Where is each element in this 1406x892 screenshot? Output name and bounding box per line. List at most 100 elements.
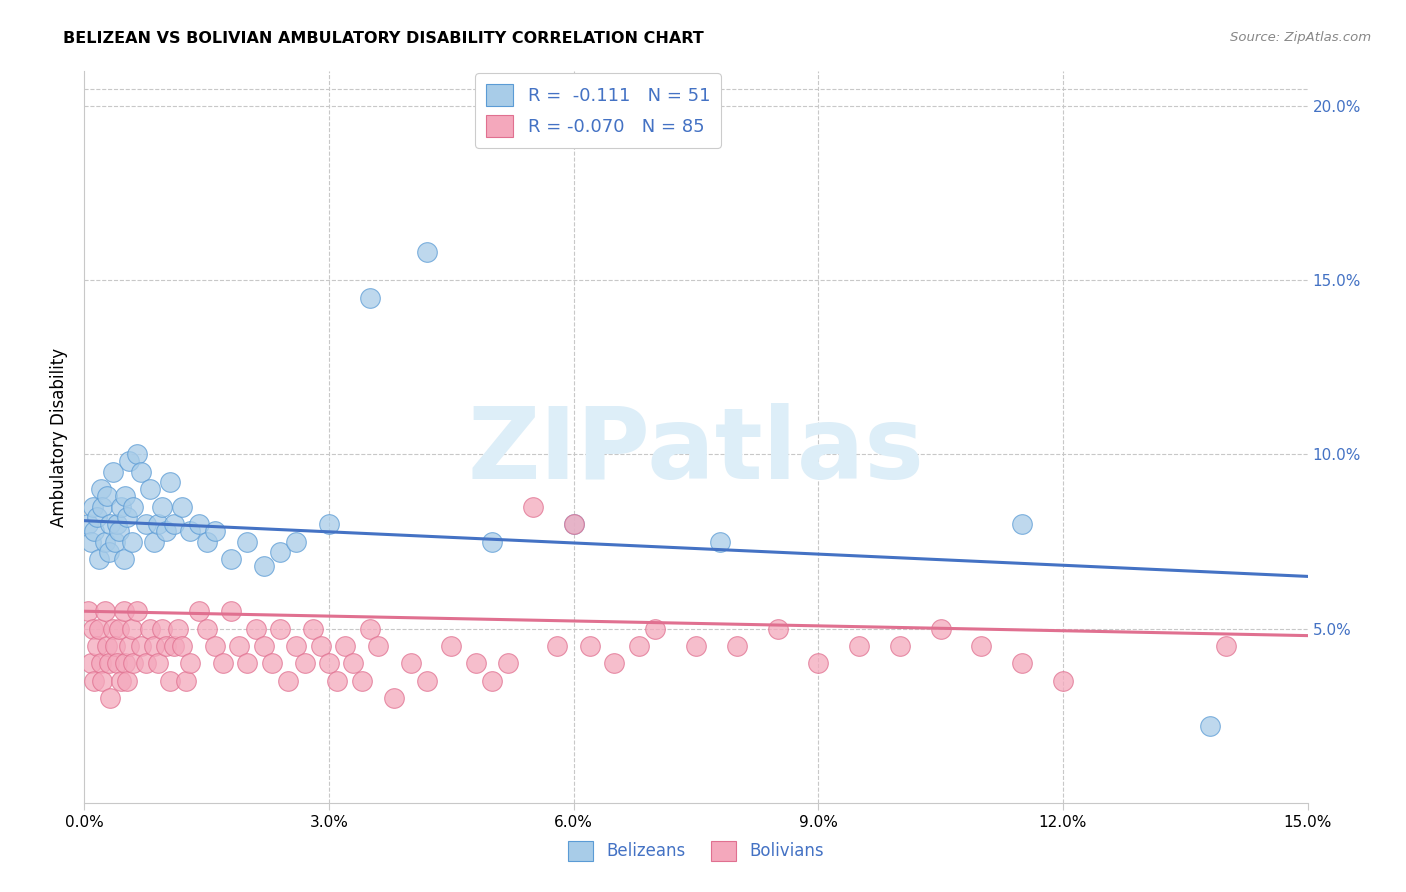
Point <box>107 622 129 636</box>
Point <box>335 639 357 653</box>
Point <box>82 500 104 514</box>
Point <box>481 534 503 549</box>
Point <box>83 524 105 538</box>
Point <box>350 673 373 688</box>
Point <box>83 673 105 688</box>
Point <box>121 534 143 549</box>
Point <box>159 475 181 490</box>
Point <box>1011 517 1033 532</box>
Point <box>155 639 177 653</box>
Point <box>399 657 422 671</box>
Point <box>114 489 136 503</box>
Point <box>104 534 127 549</box>
Legend: Belizeans, Bolivians: Belizeans, Bolivians <box>561 834 831 868</box>
Point <box>146 657 169 671</box>
Point <box>546 639 568 653</box>
Point <box>163 517 186 532</box>
Point <box>342 657 364 671</box>
Point <box>644 622 666 636</box>
Point <box>131 465 153 479</box>
Point <box>685 639 707 653</box>
Point <box>481 673 503 688</box>
Point <box>848 639 870 653</box>
Point <box>228 639 250 653</box>
Point <box>172 500 194 514</box>
Point <box>104 639 127 653</box>
Point <box>253 558 276 573</box>
Point <box>110 500 132 514</box>
Point <box>294 657 316 671</box>
Point <box>253 639 276 653</box>
Point <box>318 517 340 532</box>
Point <box>277 673 299 688</box>
Point <box>627 639 650 653</box>
Point <box>318 657 340 671</box>
Point <box>155 524 177 538</box>
Point <box>204 639 226 653</box>
Y-axis label: Ambulatory Disability: Ambulatory Disability <box>51 348 69 526</box>
Point <box>82 622 104 636</box>
Point <box>135 657 157 671</box>
Point <box>187 517 209 532</box>
Point <box>138 622 160 636</box>
Point <box>97 545 120 559</box>
Point <box>179 657 201 671</box>
Point <box>127 604 149 618</box>
Point <box>80 534 103 549</box>
Point <box>269 622 291 636</box>
Point <box>107 524 129 538</box>
Point <box>440 639 463 653</box>
Point <box>167 622 190 636</box>
Point <box>142 639 165 653</box>
Point <box>285 639 308 653</box>
Point <box>579 639 602 653</box>
Point <box>359 622 381 636</box>
Point <box>96 639 118 653</box>
Point <box>90 483 112 497</box>
Point <box>77 517 100 532</box>
Point <box>603 657 626 671</box>
Point <box>142 534 165 549</box>
Point <box>121 622 143 636</box>
Point <box>87 622 110 636</box>
Point <box>172 639 194 653</box>
Point <box>236 657 259 671</box>
Point <box>195 622 218 636</box>
Point <box>236 534 259 549</box>
Point <box>87 552 110 566</box>
Point <box>1198 719 1220 733</box>
Point <box>416 245 439 260</box>
Point <box>122 657 145 671</box>
Point <box>187 604 209 618</box>
Point <box>562 517 585 532</box>
Point <box>725 639 748 653</box>
Point <box>100 691 122 706</box>
Point <box>118 454 141 468</box>
Point <box>101 622 124 636</box>
Point <box>86 639 108 653</box>
Point <box>163 639 186 653</box>
Point <box>285 534 308 549</box>
Point <box>91 500 114 514</box>
Point <box>301 622 323 636</box>
Point <box>212 657 235 671</box>
Point <box>118 639 141 653</box>
Point <box>105 657 128 671</box>
Point <box>522 500 544 514</box>
Point <box>970 639 993 653</box>
Point <box>219 552 242 566</box>
Point <box>309 639 332 653</box>
Point <box>138 483 160 497</box>
Point <box>159 673 181 688</box>
Point <box>90 657 112 671</box>
Point <box>135 517 157 532</box>
Point <box>889 639 911 653</box>
Text: ZIPatlas: ZIPatlas <box>468 403 924 500</box>
Point <box>1215 639 1237 653</box>
Point <box>112 552 135 566</box>
Point <box>245 622 267 636</box>
Point <box>562 517 585 532</box>
Point <box>96 489 118 503</box>
Point <box>101 465 124 479</box>
Point <box>498 657 520 671</box>
